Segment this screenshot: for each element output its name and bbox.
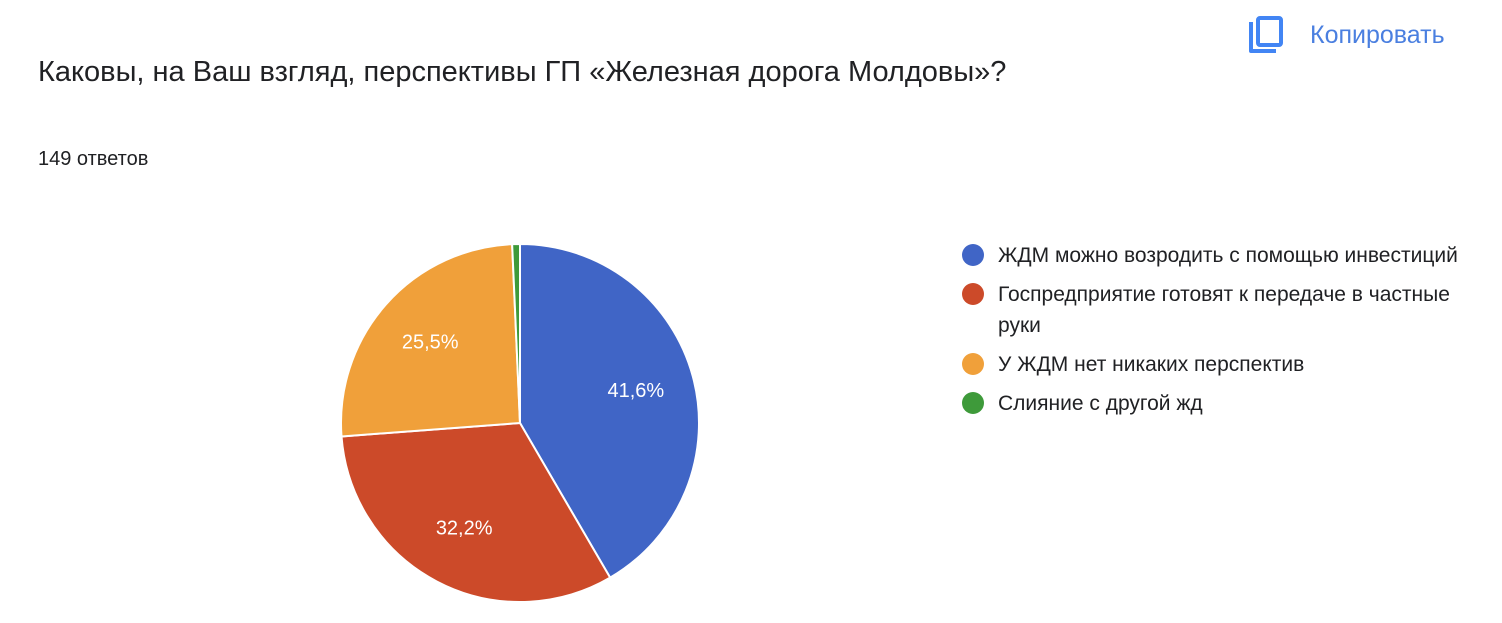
pie-slice-3 — [340, 243, 521, 438]
legend-swatch-3 — [962, 353, 984, 375]
legend-item-4[interactable]: Слияние с другой жд — [962, 388, 1482, 419]
legend-label-2: Госпредприятие готовят к передаче в част… — [998, 283, 1450, 337]
question-title: Каковы, на Ваш взгляд, перспективы ГП «Ж… — [38, 56, 1007, 88]
pie-slice-label-3: 25,5% — [402, 332, 459, 354]
legend-item-2[interactable]: Госпредприятие готовят к передаче в част… — [962, 279, 1482, 341]
copy-icon — [1249, 16, 1283, 53]
legend-swatch-2 — [962, 283, 984, 305]
legend-label-4: Слияние с другой жд — [998, 392, 1203, 415]
chart-legend: ЖДМ можно возродить с помощью инвестиций… — [962, 240, 1482, 427]
pie-slice-2 — [340, 422, 612, 603]
legend-swatch-4 — [962, 392, 984, 414]
legend-label-3: У ЖДМ нет никаких перспектив — [998, 353, 1305, 376]
copy-label: Копировать — [1310, 20, 1445, 49]
legend-swatch-1 — [962, 244, 984, 266]
copy-button[interactable]: Копировать — [1236, 10, 1455, 60]
pie-slice-label-2: 32,2% — [436, 518, 493, 540]
legend-item-1[interactable]: ЖДМ можно возродить с помощью инвестиций — [962, 240, 1482, 271]
responses-count: 149 ответов — [38, 148, 149, 170]
legend-item-3[interactable]: У ЖДМ нет никаких перспектив — [962, 349, 1482, 380]
pie-slice-1 — [519, 243, 700, 579]
pie-slice-label-1: 41,6% — [607, 380, 664, 402]
legend-label-1: ЖДМ можно возродить с помощью инвестиций — [998, 244, 1458, 267]
pie-chart: 41,6% 32,2% 25,5% — [340, 243, 700, 603]
pie-slice-4 — [511, 243, 521, 424]
